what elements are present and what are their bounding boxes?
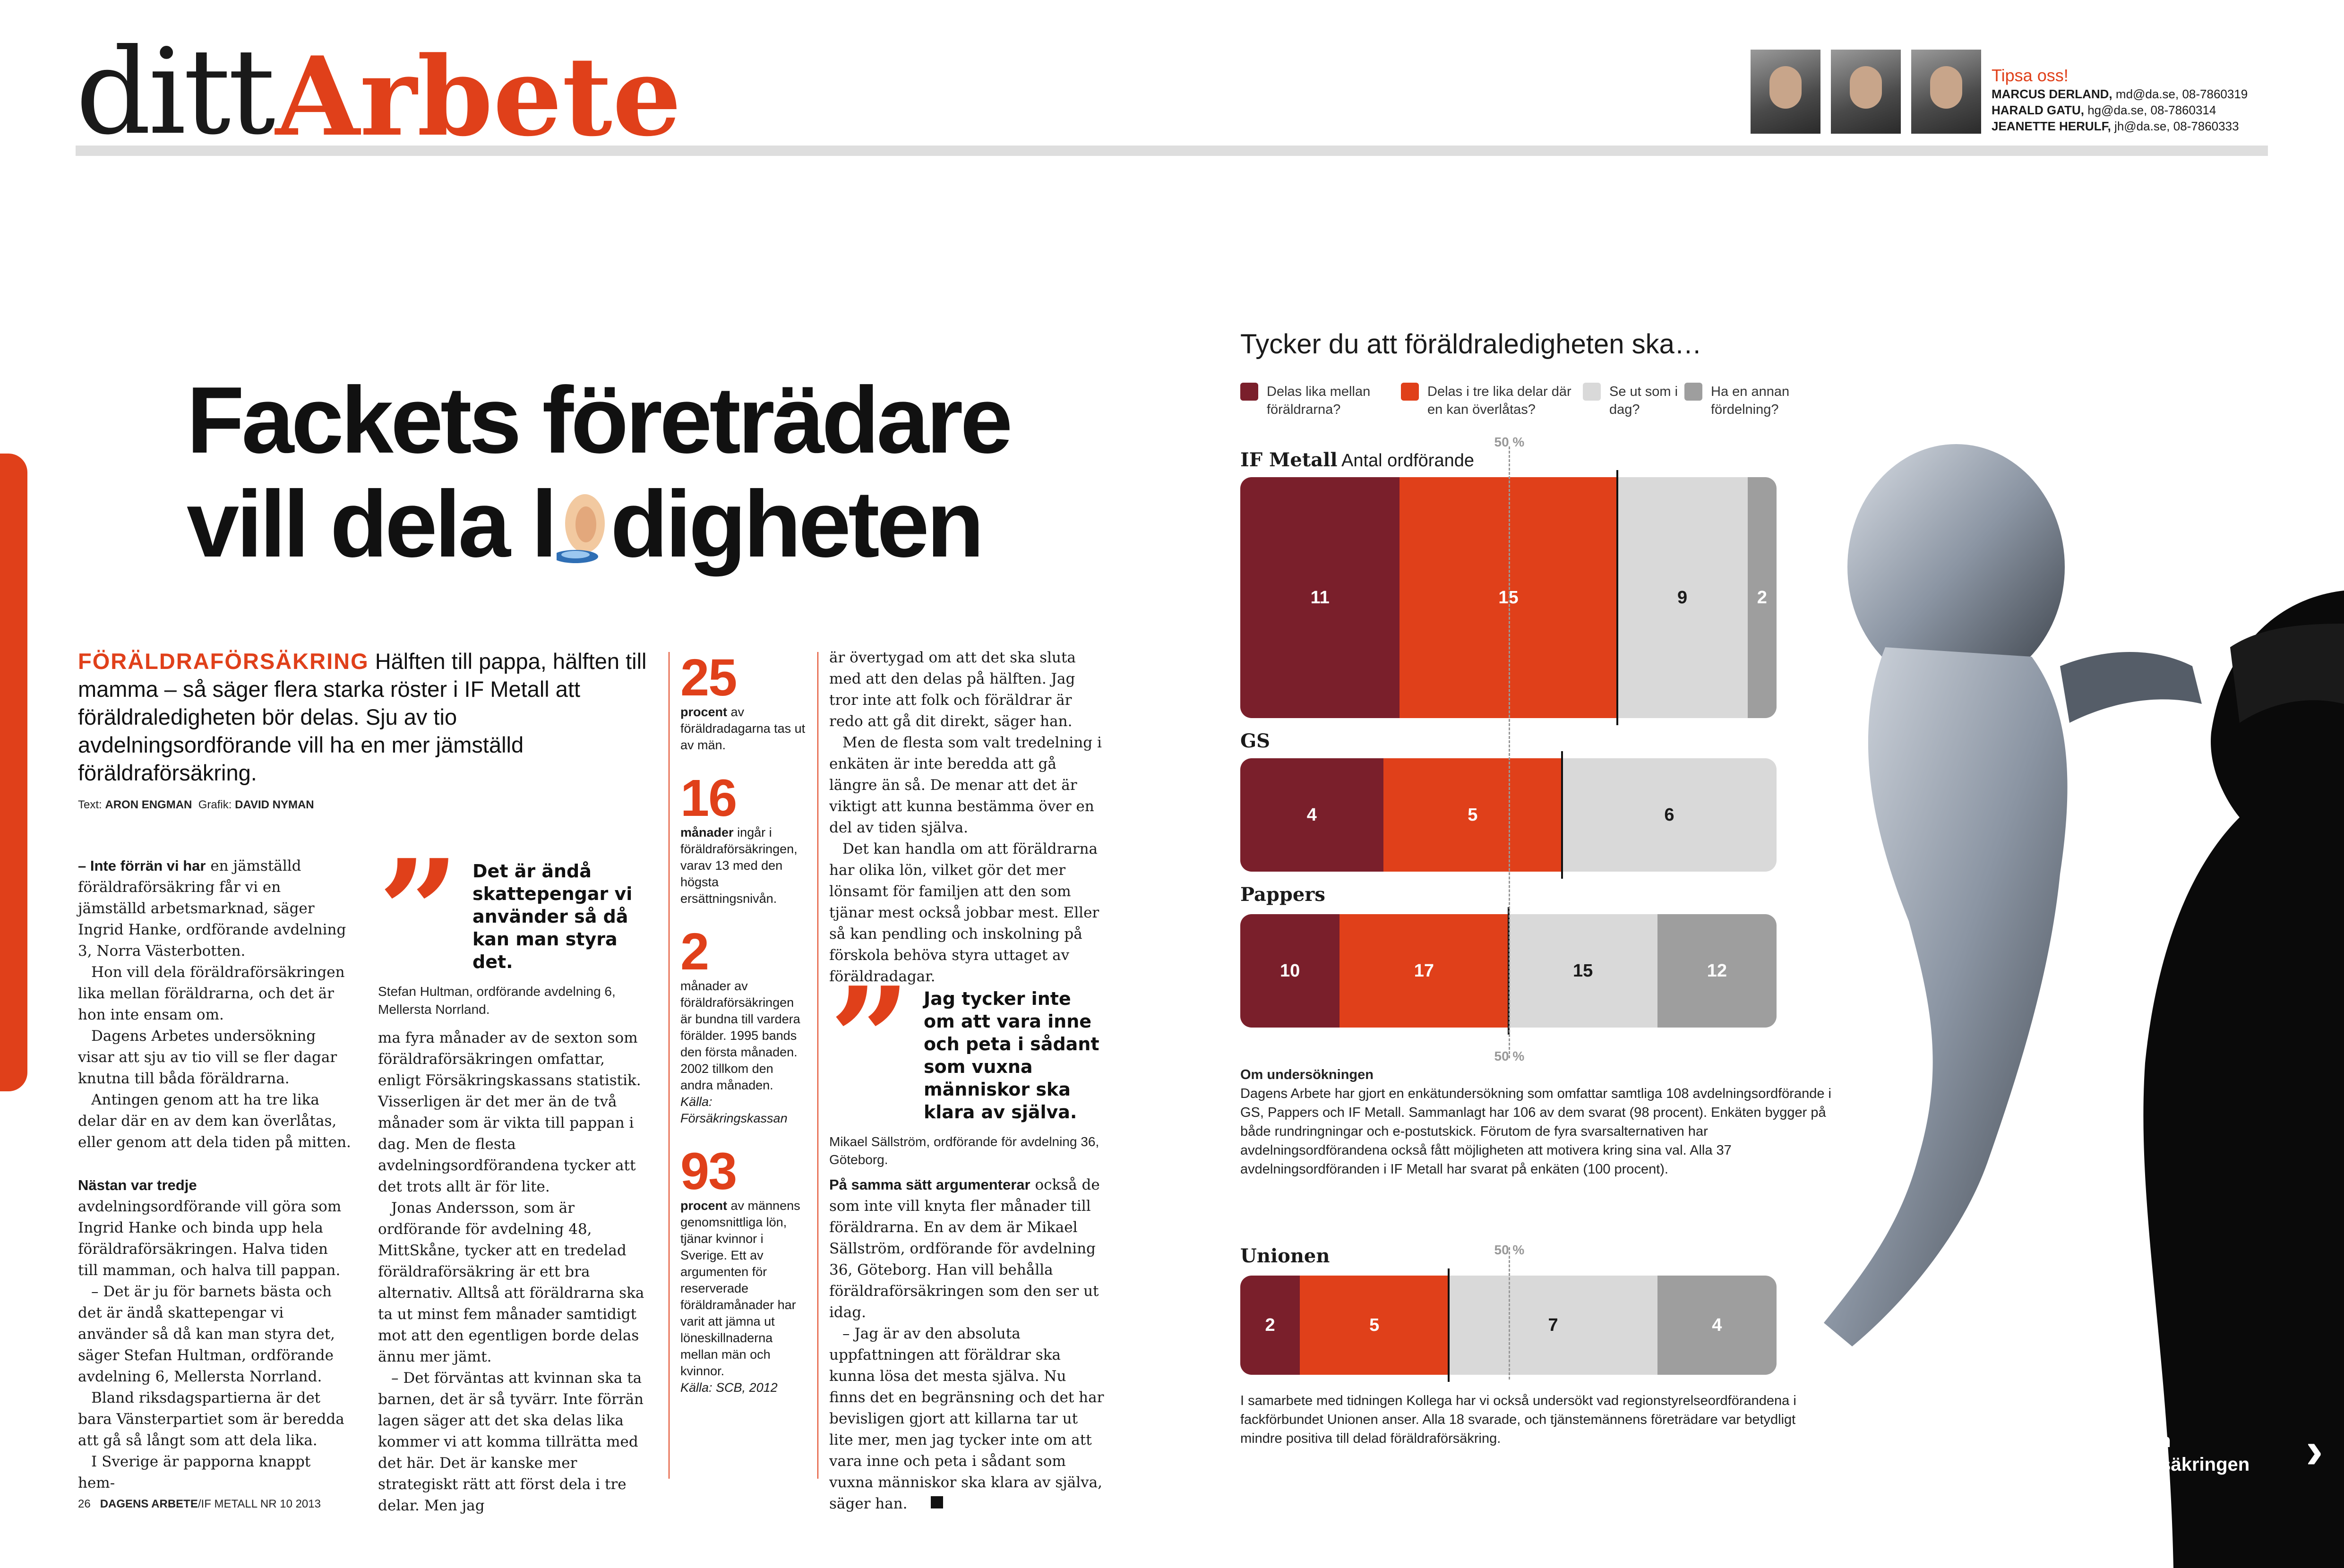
stacked-bar: 11 15 9 2: [1240, 477, 1777, 718]
fifty-percent-line: [1508, 446, 1510, 1058]
chevron-right-icon[interactable]: ›: [2306, 1421, 2323, 1479]
contact-photo-2: [1831, 50, 1901, 134]
bar-segment: 5: [1383, 758, 1562, 872]
pull-quote-2: ” Jag tycker inte om att vara inne och p…: [829, 956, 1108, 1169]
legend-swatch: [1684, 383, 1702, 401]
bar-segment: 11: [1240, 477, 1400, 718]
contact-line: MARCUS DERLAND, md@da.se, 08-7860319: [1992, 87, 2248, 101]
quote-source: Mikael Sällström, ordförande för avdelni…: [829, 1134, 1099, 1167]
chart-title: Tycker du att föräldraledigheten ska…: [1240, 329, 1702, 360]
legend-item: Delas lika mellan föräldrarna?: [1240, 383, 1390, 419]
legend-item: Se ut som i dag?: [1583, 383, 1704, 419]
logo-light-text: ditt: [76, 23, 275, 161]
union-note: I samarbete med tidningen Kollega har vi…: [1240, 1393, 1796, 1446]
chart-group-label: Unionen: [1240, 1245, 1330, 1267]
bar-segment: 4: [1657, 1276, 1777, 1375]
page-footer: 26 DAGENS ARBETE/IF METALL NR 10 2013: [78, 1498, 321, 1510]
end-mark: [931, 1496, 944, 1508]
contact-photo-1: [1751, 50, 1820, 134]
legend-item: Ha en annan fördelning?: [1684, 383, 1820, 419]
legend-item: Delas i tre lika delar där en kan överlå…: [1401, 383, 1583, 419]
fact-number: 25: [680, 649, 737, 707]
agree-share-line: [1448, 1268, 1450, 1382]
parent-and-baby-photo: [1824, 444, 2344, 1568]
bar-segment: 15: [1508, 914, 1657, 1028]
bar-segment: 15: [1400, 477, 1617, 718]
pull-quote-1: ” Det är ändå skattepengar vi använder s…: [378, 828, 657, 1019]
body-column-2: ma fyra månader av de sexton som föräldr…: [378, 1029, 644, 1514]
bar-segment: 10: [1240, 914, 1340, 1028]
article-lead: FÖRÄLDRAFÖRSÄKRING Hälften till pappa, h…: [78, 649, 647, 785]
fact-box: 25 procent av föräldradagarna tas ut av …: [680, 652, 808, 1396]
fact-rule-right: [817, 652, 818, 1479]
quote-mark-icon: ”: [829, 956, 911, 1122]
tips-box: Tipsa oss! MARCUS DERLAND, md@da.se, 08-…: [1992, 65, 2275, 134]
fifty-percent-label: 50 %: [1494, 1049, 1525, 1063]
legend-swatch: [1583, 383, 1601, 401]
quote-mark-icon: ”: [378, 828, 460, 995]
agree-share-line: [1561, 751, 1563, 879]
legend-swatch: [1240, 383, 1258, 401]
fifty-percent-line: [1508, 1247, 1510, 1379]
fact-number: 16: [680, 769, 737, 827]
chart-group-label: Pappers: [1240, 883, 1325, 906]
contact-line: JEANETTE HERULF, jh@da.se, 08-7860333: [1992, 119, 2239, 133]
bar-segment: 6: [1562, 758, 1777, 872]
chart-group-label: GS: [1240, 730, 1271, 752]
bar-segment: 12: [1657, 914, 1777, 1028]
article-headline: Fackets företrädare vill dela l digheten: [187, 368, 1013, 577]
tips-title: Tipsa oss!: [1992, 66, 2069, 85]
bar-segment: 17: [1339, 914, 1509, 1028]
bar-segment: 4: [1240, 758, 1383, 872]
fifty-percent-label: 50 %: [1494, 1242, 1525, 1257]
fact-number: 93: [680, 1142, 737, 1200]
survey-info: Om undersökningen Dagens Arbete har gjor…: [1240, 1067, 1831, 1177]
bar-segment: 7: [1449, 1276, 1657, 1375]
fifty-percent-label: 50 %: [1494, 435, 1525, 449]
agree-share-line: [1616, 470, 1618, 725]
quote-source: Stefan Hultman, ordförande avdelning 6, …: [378, 984, 616, 1017]
logo-bold-text: Arbete: [275, 33, 682, 161]
bar-segment: 5: [1300, 1276, 1449, 1375]
section-side-tab: [0, 454, 27, 1091]
lead-kicker: FÖRÄLDRAFÖRSÄKRING: [78, 649, 369, 674]
bar-segment: 9: [1617, 477, 1748, 718]
chart-group-label: IF Metall Antal ordförande: [1240, 449, 1474, 471]
legend-swatch: [1401, 383, 1419, 401]
contact-photo-3: [1911, 50, 1981, 134]
bar-segment: 2: [1747, 477, 1777, 718]
contact-line: HARALD GATU, hg@da.se, 08-7860314: [1992, 103, 2216, 117]
header-divider: [76, 146, 2268, 156]
body-column-1: – Inte förrän vi har en jämställd föräld…: [78, 857, 351, 1491]
stacked-bar: 10 17 15 12: [1240, 914, 1777, 1028]
fact-number: 2: [680, 923, 709, 981]
body-column-3b: På samma sätt argumenterar också de som …: [829, 1176, 1104, 1512]
read-more-link[interactable]: Läs mer om föräldraförsäkringen: [2065, 1431, 2250, 1475]
magazine-section-logo: ditt Arbete: [76, 23, 682, 161]
fact-rule-left: [669, 652, 670, 1479]
body-column-3: är övertygad om att det ska sluta med at…: [829, 649, 1102, 985]
bar-segment: 2: [1240, 1276, 1300, 1375]
ear-icon: [552, 482, 609, 563]
byline: Text: ARON ENGMAN Grafik: DAVID NYMAN: [78, 798, 314, 811]
